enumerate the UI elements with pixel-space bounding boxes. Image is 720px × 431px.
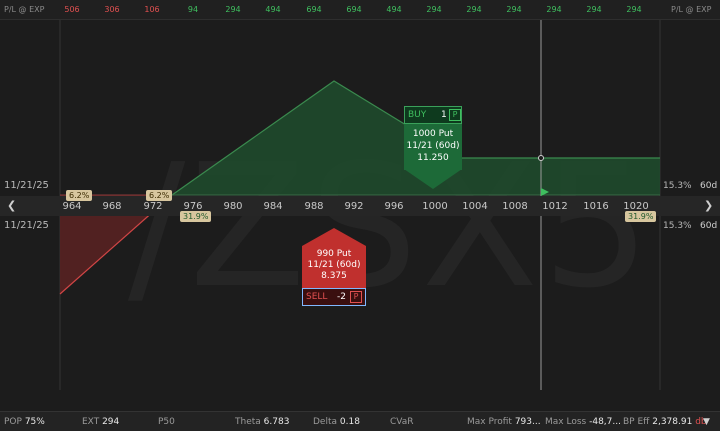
lower-expiration-date: 11/21/25	[4, 220, 49, 231]
pl-value: 94	[187, 5, 199, 14]
delta-stat: Delta 0.18	[313, 417, 360, 427]
profit-line	[171, 80, 660, 196]
upper-days-to-expiry: 60d	[700, 181, 718, 191]
strike-label: 976	[183, 201, 203, 212]
strike-label: 980	[223, 201, 243, 212]
pl-value: 294	[626, 5, 642, 14]
ext-label: EXT	[82, 417, 100, 427]
expand-icon[interactable]: ▼	[703, 417, 710, 427]
pl-value: 694	[306, 5, 322, 14]
strike-label: 996	[384, 201, 404, 212]
pl-value: 294	[546, 5, 562, 14]
strike-label: 988	[304, 201, 324, 212]
buy-expiry: 11/21 (60d)	[406, 141, 460, 151]
strike-label: 984	[263, 201, 283, 212]
put-type-button[interactable]: P	[350, 291, 362, 303]
buy-price: 11.250	[417, 153, 449, 163]
pl-value: 294	[586, 5, 602, 14]
sell-order-header[interactable]: SELL -2 P	[302, 288, 366, 306]
pop-label: POP	[4, 417, 22, 427]
buy-side-label: BUY	[408, 110, 427, 120]
strike-label: 1008	[502, 201, 528, 212]
pl-at-expiration-bar: P/L @ EXP 506 306 106 94 294 494 694 694…	[0, 0, 720, 20]
bp-effect-stat: BP Eff 2,378.91 db	[623, 417, 707, 427]
scroll-right-icon[interactable]: ❯	[704, 199, 714, 212]
pl-value: 294	[506, 5, 522, 14]
strike-label: 1020	[623, 201, 649, 212]
buy-qty[interactable]: 1	[441, 110, 447, 120]
buy-order-header[interactable]: BUY 1 P	[404, 106, 462, 124]
strike-label: 1016	[583, 201, 609, 212]
buy-order-ticket[interactable]: BUY 1 P 1000 Put 11/21 (60d) 11.250	[404, 106, 462, 189]
sell-expiry: 11/21 (60d)	[307, 260, 361, 270]
bp-effect-label: BP Eff	[623, 417, 650, 427]
strike-label: 968	[102, 201, 122, 212]
breakeven-tag: 6.2%	[146, 190, 173, 201]
pl-value: 494	[265, 5, 281, 14]
strike-label: 964	[62, 201, 82, 212]
breakeven-tag: 6.2%	[66, 190, 93, 201]
pl-exp-label-left: P/L @ EXP	[4, 5, 45, 14]
max-profit-value: 793...	[514, 417, 541, 427]
strike-label: 1012	[542, 201, 568, 212]
pl-value: 506	[64, 5, 80, 14]
lower-probability: 15.3%	[663, 221, 692, 231]
price-marker-upper	[538, 155, 544, 161]
theta-value: 6.783	[263, 417, 290, 427]
pl-value: 494	[386, 5, 402, 14]
pl-value: 694	[346, 5, 362, 14]
max-loss-value: -48,7...	[589, 417, 621, 427]
p50-stat: P50	[158, 417, 175, 427]
ext-value: 294	[102, 417, 120, 427]
price-flag	[541, 188, 549, 196]
cvar-stat: CVaR	[390, 417, 414, 427]
cvar-label: CVaR	[390, 417, 414, 427]
sell-price: 8.375	[321, 271, 347, 281]
p50-label: P50	[158, 417, 175, 427]
strike-label: 972	[143, 201, 163, 212]
theta-label: Theta	[235, 417, 261, 427]
theta-stat: Theta 6.783	[235, 417, 289, 427]
pl-value: 294	[466, 5, 482, 14]
scroll-left-icon[interactable]: ❮	[7, 199, 17, 212]
max-profit-stat: Max Profit 793...	[467, 417, 541, 427]
upper-expiration-date: 11/21/25	[4, 180, 49, 191]
bp-effect-value: 2,378.91	[652, 417, 693, 427]
delta-value: 0.18	[339, 417, 360, 427]
delta-label: Delta	[313, 417, 338, 427]
pl-value: 306	[104, 5, 120, 14]
sell-order-details[interactable]: 990 Put 11/21 (60d) 8.375	[302, 246, 366, 288]
ext-stat: EXT 294	[82, 417, 119, 427]
sell-ticket-pointer	[302, 228, 366, 246]
max-profit-label: Max Profit	[467, 417, 512, 427]
probability-tag: 31.9%	[625, 211, 657, 222]
put-type-button[interactable]: P	[449, 109, 461, 121]
buy-order-details[interactable]: 1000 Put 11/21 (60d) 11.250	[404, 124, 462, 170]
pl-value: 294	[426, 5, 442, 14]
lower-days-to-expiry: 60d	[700, 221, 718, 231]
sell-order-ticket[interactable]: 990 Put 11/21 (60d) 8.375 SELL -2 P	[302, 228, 366, 306]
strike-label: 992	[344, 201, 364, 212]
sell-contract: 990 Put	[316, 249, 352, 259]
probability-tag: 31.9%	[180, 211, 212, 222]
strike-label: 1004	[462, 201, 488, 212]
max-loss-label: Max Loss	[545, 417, 587, 427]
risk-summary-bar: POP 75% EXT 294 P50 Theta 6.783 Delta 0.…	[0, 411, 720, 431]
sell-side-label: SELL	[306, 292, 328, 302]
bp-effect-unit: db	[695, 417, 707, 427]
pl-exp-label-right: P/L @ EXP	[671, 5, 712, 14]
strike-label: 1000	[422, 201, 448, 212]
buy-contract: 1000 Put	[412, 129, 454, 139]
pl-value: 294	[225, 5, 241, 14]
upper-probability: 15.3%	[663, 181, 692, 191]
pop-stat: POP 75%	[4, 417, 45, 427]
pop-value: 75%	[24, 417, 45, 427]
pl-value: 106	[144, 5, 160, 14]
buy-ticket-pointer	[404, 169, 462, 189]
max-loss-stat: Max Loss -48,7...	[545, 417, 621, 427]
sell-qty[interactable]: -2	[337, 292, 346, 302]
